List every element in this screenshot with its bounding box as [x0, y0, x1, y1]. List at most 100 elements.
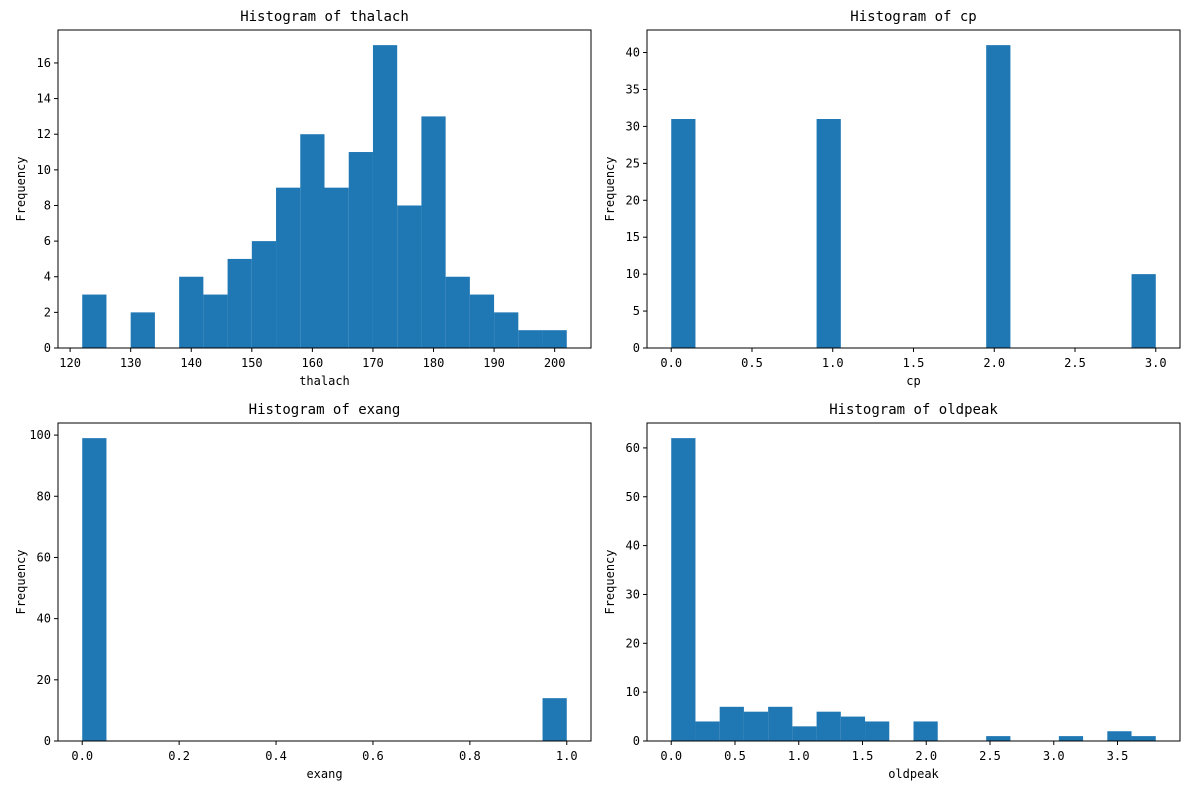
x-axis-label: cp — [906, 374, 920, 388]
x-tick-label: 1.5 — [903, 356, 925, 370]
histogram-bar — [372, 45, 398, 349]
x-tick-label: 190 — [483, 356, 505, 370]
histogram-bar — [82, 438, 107, 741]
x-tick-label: 150 — [241, 356, 263, 370]
y-axis-label: Frequency — [14, 156, 28, 221]
x-tick-label: 140 — [180, 356, 202, 370]
x-tick-label: 0.0 — [660, 749, 682, 763]
histogram-bar — [179, 276, 204, 348]
histogram-bar — [986, 45, 1011, 349]
histogram-bar — [743, 711, 769, 741]
y-tick-label: 35 — [626, 82, 640, 96]
y-tick-label: 0 — [44, 341, 51, 355]
y-tick-label: 100 — [29, 428, 51, 442]
histogram-bar — [816, 711, 841, 741]
histogram-bar — [276, 187, 301, 348]
y-tick-label: 20 — [626, 636, 640, 650]
histogram-bar — [840, 716, 866, 741]
y-axis-label: Frequency — [603, 549, 617, 614]
chart-title: Histogram of oldpeak — [829, 402, 998, 418]
x-axis-label: exang — [306, 767, 342, 781]
x-tick-label: 1.0 — [556, 749, 578, 763]
x-tick-label: 1.5 — [852, 749, 874, 763]
x-tick-label: 0.5 — [724, 749, 746, 763]
x-tick-label: 0.6 — [362, 749, 384, 763]
x-tick-label: 180 — [423, 356, 445, 370]
histogram-bar — [671, 119, 696, 348]
histogram-bar — [300, 134, 325, 348]
y-tick-label: 5 — [633, 304, 640, 318]
x-tick-label: 0.8 — [459, 749, 481, 763]
histogram-bar — [421, 116, 446, 349]
y-axis-label: Frequency — [14, 549, 28, 614]
y-tick-label: 2 — [44, 305, 51, 319]
y-tick-label: 12 — [37, 127, 51, 141]
histogram-bar — [397, 205, 422, 348]
subplot-cp: 0.0 0.5 1.0 1.5 2.0 2.5 3.0 0 5 10 15 20 25 30 35 40 His… — [603, 9, 1181, 388]
histogram-bar — [1107, 731, 1132, 741]
y-tick-label: 6 — [44, 234, 51, 248]
y-tick-label: 0 — [633, 341, 640, 355]
x-tick-label: 0.0 — [660, 356, 682, 370]
x-tick-label: 0.4 — [265, 749, 287, 763]
histogram-bar — [695, 721, 720, 741]
x-tick-label: 3.5 — [1107, 749, 1129, 763]
histogram-bar — [986, 736, 1011, 741]
axes-frame — [57, 29, 592, 349]
x-tick-label: 2.5 — [979, 749, 1001, 763]
y-tick-label: 40 — [626, 539, 640, 553]
histogram-bar — [816, 119, 841, 348]
y-tick-label: 4 — [44, 270, 51, 284]
bars-cp — [671, 45, 1156, 349]
bars-oldpeak — [671, 438, 1156, 741]
subplot-exang: 0.0 0.2 0.4 0.6 0.8 1.0 0 20 40 60 80 100 Histogram … — [14, 402, 592, 781]
y-tick-label: 10 — [626, 685, 640, 699]
y-tick-label: 20 — [37, 673, 51, 687]
x-tick-label: 120 — [59, 356, 81, 370]
y-tick-label: 60 — [37, 550, 51, 564]
x-tick-label: 0.0 — [71, 749, 93, 763]
x-tick-label: 0.2 — [168, 749, 190, 763]
y-tick-label: 10 — [626, 267, 640, 281]
histogram-bar — [251, 241, 277, 348]
x-tick-label: 3.0 — [1043, 749, 1065, 763]
x-tick-label: 2.5 — [1064, 356, 1086, 370]
x-tick-label: 2.0 — [983, 356, 1005, 370]
histogram-bar — [1131, 274, 1156, 348]
x-tick-label: 1.0 — [788, 749, 810, 763]
y-tick-label: 0 — [633, 734, 640, 748]
y-tick-label: 30 — [626, 119, 640, 133]
bars-exang — [82, 438, 567, 741]
y-tick-label: 50 — [626, 490, 640, 504]
histogram-bar — [130, 312, 155, 348]
y-tick-label: 16 — [37, 56, 51, 70]
histogram-bar — [227, 258, 252, 348]
x-axis-label: thalach — [299, 374, 350, 388]
y-tick-label: 25 — [626, 156, 640, 170]
histogram-bar — [469, 294, 495, 348]
histogram-bar — [719, 706, 744, 741]
y-tick-label: 20 — [626, 193, 640, 207]
histogram-bar — [324, 187, 349, 348]
histogram-bar — [542, 330, 567, 348]
chart-title: Histogram of thalach — [240, 9, 409, 25]
axes-frame — [646, 422, 1181, 742]
y-tick-label: 30 — [626, 587, 640, 601]
histogram-bar — [203, 294, 228, 348]
x-tick-label: 200 — [544, 356, 566, 370]
x-tick-label: 2.0 — [915, 749, 937, 763]
histogram-bar — [542, 698, 567, 741]
chart-title: Histogram of exang — [249, 402, 401, 418]
histogram-bar — [445, 276, 470, 348]
x-tick-label: 130 — [120, 356, 142, 370]
y-tick-label: 80 — [37, 489, 51, 503]
subplot-oldpeak: 0.0 0.5 1.0 1.5 2.0 2.5 3.0 3.5 0 10 20 30 40 50 60 His… — [603, 402, 1181, 781]
y-tick-label: 60 — [626, 441, 640, 455]
x-tick-label: 1.0 — [822, 356, 844, 370]
histogram-bar — [82, 294, 107, 348]
bars-thalach — [82, 45, 567, 349]
histogram-bar — [913, 721, 938, 741]
y-tick-label: 0 — [44, 734, 51, 748]
